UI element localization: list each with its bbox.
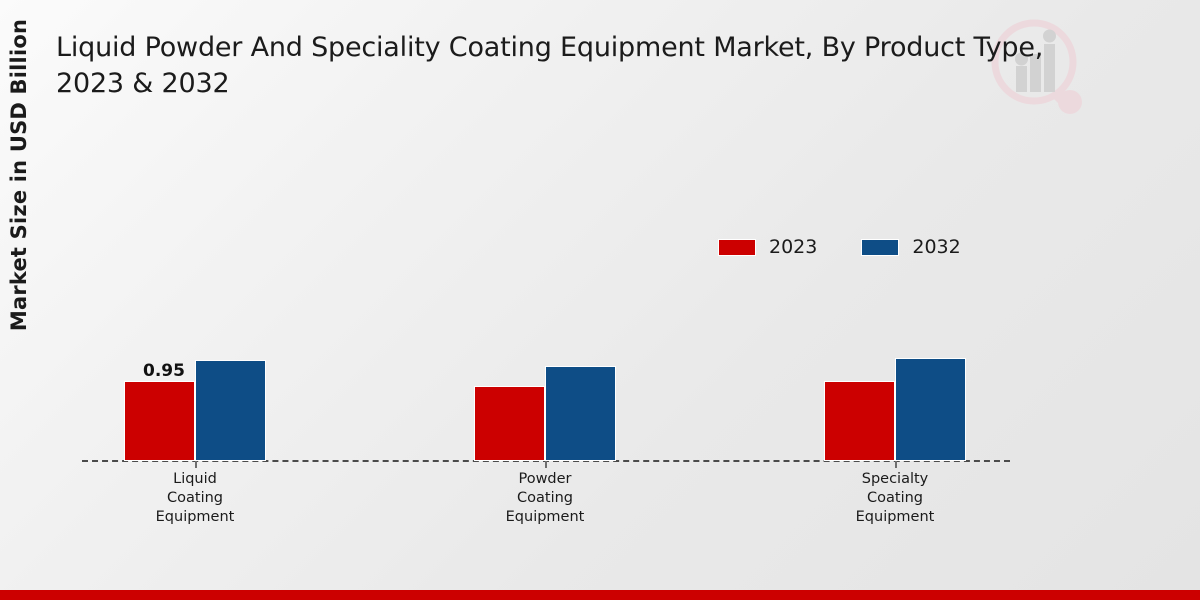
bar-2032-powder-coating-equipment[interactable] <box>545 366 616 461</box>
legend-swatch-icon-2023 <box>718 238 756 256</box>
x-axis-label-liquid-coating-equipment: Liquid Coating Equipment <box>155 471 235 525</box>
x-axis-tick-2 <box>545 461 547 468</box>
bar-2023-specialty-coating-equipment[interactable] <box>824 381 895 461</box>
x-axis-tick-1 <box>195 461 197 468</box>
chart-legend: 2023 2032 <box>718 236 961 258</box>
bar-2032-specialty-coating-equipment[interactable] <box>895 358 966 461</box>
bar-2023-powder-coating-equipment[interactable] <box>474 386 545 461</box>
legend-swatch-icon-2032 <box>861 238 900 256</box>
bar-group-powder-coating-equipment <box>474 241 616 461</box>
legend-label-2032: 2032 <box>912 236 961 258</box>
legend-item-2032[interactable]: 2032 <box>861 236 961 258</box>
bar-2023-liquid-coating-equipment[interactable] <box>124 381 195 461</box>
x-axis-tick-3 <box>895 461 897 468</box>
footer-accent-bar <box>0 590 1200 600</box>
bar-group-liquid-coating-equipment <box>124 241 266 461</box>
chart-title: Liquid Powder And Speciality Coating Equ… <box>56 32 1044 99</box>
x-axis-label-powder-coating-equipment: Powder Coating Equipment <box>505 471 585 525</box>
legend-label-2023: 2023 <box>769 236 818 258</box>
bar-2032-liquid-coating-equipment[interactable] <box>195 360 266 461</box>
bar-group-specialty-coating-equipment <box>824 241 966 461</box>
x-axis-label-specialty-coating-equipment: Specialty Coating Equipment <box>855 471 935 525</box>
bar-value-label-2023-liquid-coating-equipment: 0.95 <box>143 361 185 381</box>
legend-item-2023[interactable]: 2023 <box>718 236 817 258</box>
